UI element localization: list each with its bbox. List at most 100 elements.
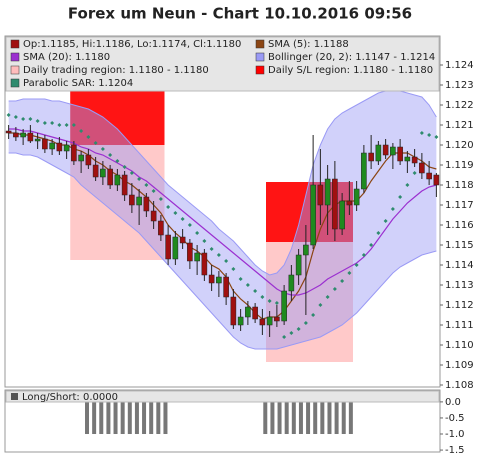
legend-label: Daily S/L region: 1.1180 - 1.1180 (268, 65, 433, 76)
candle-body (259, 318, 266, 326)
bar (291, 401, 296, 435)
sar-dot (57, 123, 62, 127)
bar (263, 401, 268, 435)
sar-dot (224, 259, 229, 263)
sar-dot (93, 141, 98, 145)
legend-swatch (10, 39, 20, 49)
legend-label: Bollinger (20, 2): 1.1147 - 1.1214 (268, 52, 435, 63)
candle-body (34, 138, 41, 142)
sar-dot (318, 303, 323, 307)
y-tick-label: 1.123 (445, 80, 474, 91)
sar-dot (412, 171, 417, 175)
sar-dot (332, 287, 337, 291)
bar (334, 401, 339, 435)
sar-dot (419, 131, 424, 135)
candle-body (208, 274, 215, 284)
sar-dot (325, 295, 330, 299)
legend-swatch (10, 52, 20, 62)
sar-dot (108, 153, 113, 157)
sar-dot (79, 129, 84, 133)
candle-body (332, 178, 338, 230)
bar (284, 401, 289, 435)
bar (306, 401, 311, 435)
candle-body (100, 168, 106, 178)
sar-dot (369, 243, 374, 247)
sar-dot (122, 165, 127, 169)
sar-dot (282, 335, 287, 339)
candle-body (187, 242, 193, 262)
bar (277, 401, 282, 435)
bar (113, 401, 118, 435)
legend-label: SMA (5): 1.1188 (268, 39, 349, 50)
bar (85, 401, 90, 435)
candle-body (143, 196, 150, 212)
legend-swatch (10, 78, 20, 88)
candle-body (223, 276, 229, 298)
bar (163, 401, 168, 435)
candle-body (201, 252, 208, 276)
candle-body (20, 132, 26, 138)
sar-dot (245, 283, 250, 287)
bar (120, 401, 125, 435)
sar-dot (427, 133, 432, 137)
y-tick-label: 1.121 (445, 120, 474, 131)
candle-body (346, 200, 353, 206)
bar (127, 401, 132, 435)
sar-dot (303, 321, 308, 325)
candle-body (303, 244, 309, 256)
candle-body (252, 306, 258, 320)
candle-body (317, 184, 324, 206)
candle-body (274, 316, 280, 322)
sar-dot (296, 327, 301, 331)
sar-dot (129, 171, 134, 175)
y-tick-label: 1.109 (445, 360, 474, 371)
bar (106, 401, 111, 435)
legend-swatch (255, 65, 265, 75)
candle-body (179, 236, 186, 244)
region-band (266, 182, 353, 242)
candle-body (237, 316, 244, 326)
candle-body (397, 146, 403, 162)
sar-dot (274, 301, 279, 305)
y-tick-label: 1.112 (445, 300, 474, 311)
candle-body (375, 144, 382, 162)
bar (142, 401, 147, 435)
candle-body (85, 154, 92, 166)
sar-dot (151, 189, 156, 193)
bar (270, 401, 275, 435)
y-tick-label: 0.0 (445, 397, 461, 408)
sar-dot (28, 117, 33, 121)
bar (320, 401, 325, 435)
sar-dot (202, 239, 207, 243)
legend-label: Long/Short: 0.0000 (22, 392, 118, 403)
y-tick-label: 1.116 (445, 220, 474, 231)
chart-title: Forex um Neun - Chart 10.10.2016 09:56 (68, 5, 412, 23)
sar-dot (158, 197, 163, 201)
sar-dot (144, 183, 149, 187)
sar-dot (289, 331, 294, 335)
candle-body (230, 296, 237, 326)
legend (5, 390, 440, 403)
candle-body (129, 194, 135, 206)
candle-body (172, 236, 179, 260)
sar-dot (238, 277, 243, 281)
candle-body (404, 156, 411, 162)
sar-dot (361, 253, 366, 257)
bar (341, 401, 346, 435)
candle-body (288, 274, 295, 292)
sar-dot (35, 119, 40, 123)
sar-dot (100, 147, 105, 151)
candle-body (368, 152, 374, 162)
sar-dot (390, 207, 395, 211)
sar-dot (354, 263, 359, 267)
sar-dot (209, 247, 214, 251)
candle-body (136, 196, 142, 206)
sar-dot (42, 121, 47, 125)
legend-swatch (11, 393, 18, 400)
sar-dot (13, 115, 18, 119)
legend-label: Daily trading region: 1.1180 - 1.1180 (23, 65, 209, 76)
candle-body (390, 146, 396, 156)
legend-swatch (10, 65, 20, 75)
candle-body (353, 188, 360, 206)
candle-body (411, 156, 418, 164)
